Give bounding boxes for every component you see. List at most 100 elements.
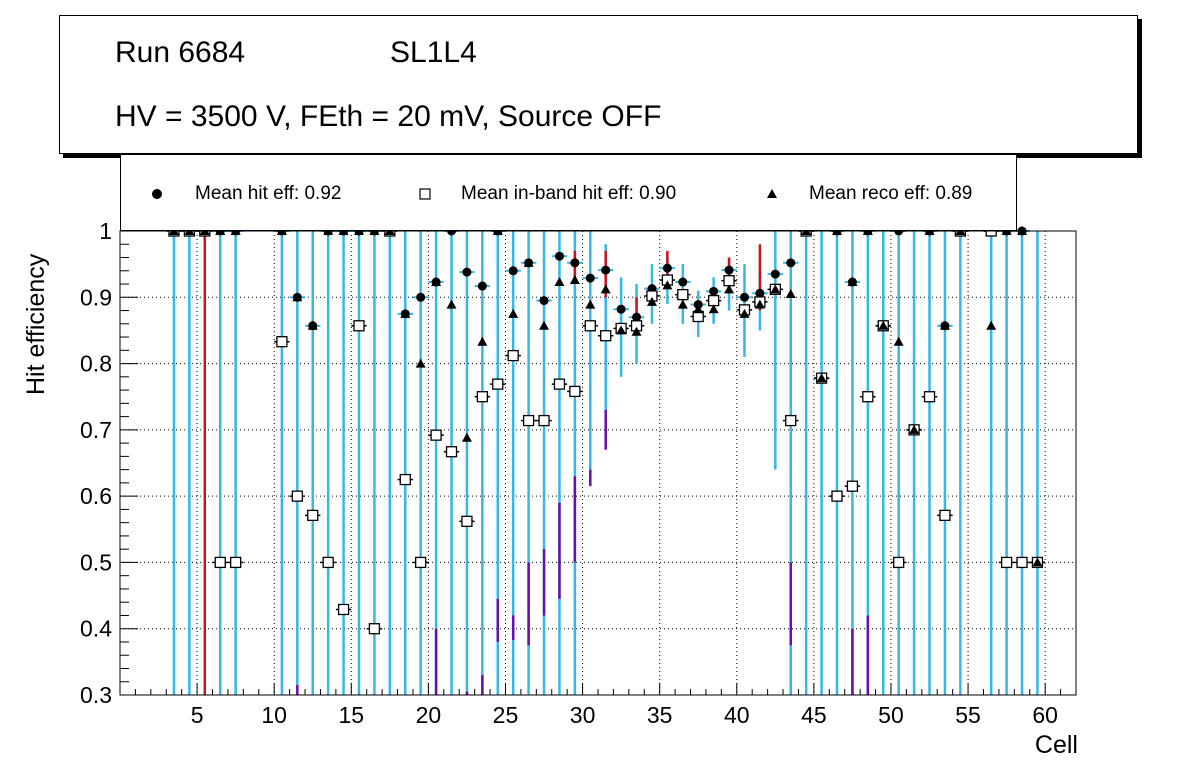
- inband-eff-point: [368, 623, 381, 635]
- plot-frame: [119, 230, 1077, 696]
- inband-eff-point: [1000, 556, 1013, 569]
- inband-eff-point: [785, 414, 797, 427]
- reco-eff-point: [446, 299, 457, 309]
- legend-hit-label: Mean hit eff: 0.92: [195, 183, 342, 204]
- reco-eff-point: [724, 284, 735, 294]
- inband-eff-point: [939, 509, 951, 522]
- reco-eff-point: [600, 284, 611, 294]
- y-tick-label: 1: [99, 218, 112, 244]
- inband-eff-point: [307, 509, 319, 522]
- inband-eff-point: [492, 378, 504, 390]
- reco-eff-point: [631, 326, 642, 336]
- y-tick-label: 0.9: [80, 284, 112, 310]
- legend-square-icon: [419, 188, 431, 200]
- reco-eff-point: [292, 292, 303, 302]
- reco-eff-point: [477, 336, 488, 346]
- reco-eff-point: [939, 320, 950, 330]
- reco-eff-point: [585, 299, 596, 309]
- reco-eff-point: [539, 320, 550, 330]
- inband-eff-point: [337, 603, 350, 616]
- hit-eff-point: [477, 281, 487, 291]
- reco-eff-point: [708, 304, 719, 314]
- reco-eff-point: [616, 325, 627, 335]
- hit-eff-point: [786, 258, 796, 268]
- x-axis-title: Cell: [1034, 731, 1078, 759]
- grid-lines: [120, 230, 1076, 696]
- reco-eff-point: [909, 424, 920, 434]
- axes: 5 10 15 20 25 30 35 40 45 50 55 60 0.3 0.4 0.5 0.6 0.7 0.…: [80, 218, 1077, 728]
- hit-eff-point: [739, 292, 749, 302]
- reco-eff-point: [739, 308, 750, 318]
- x-tick-label: 50: [878, 702, 904, 728]
- hit-eff-point: [709, 286, 719, 296]
- y-tick-label: 0.3: [80, 682, 112, 708]
- inband-eff-point: [322, 556, 334, 569]
- hit-eff-point: [662, 263, 672, 273]
- inband-eff-point: [430, 429, 442, 441]
- legend-reco-label: Mean reco eff: 0.89: [809, 183, 973, 204]
- hit-eff-point: [601, 265, 611, 275]
- run-label: Run 6684: [115, 36, 246, 69]
- reco-eff-point: [785, 288, 796, 298]
- hit-eff-point: [462, 267, 472, 277]
- x-tick-label: 20: [416, 702, 442, 728]
- inband-eff-point: [522, 414, 535, 427]
- reco-eff-point: [754, 299, 765, 309]
- reco-eff-point: [646, 296, 657, 306]
- inband-eff-point: [569, 385, 581, 398]
- reco-eff-point: [693, 304, 704, 314]
- hit-eff-point: [755, 288, 765, 298]
- inband-eff-point: [276, 336, 288, 348]
- reco-eff-point: [523, 257, 534, 267]
- y-tick-label: 0.6: [80, 483, 112, 509]
- reco-eff-point: [461, 432, 472, 442]
- x-tick-label: 45: [801, 702, 827, 728]
- layer-label: SL1L4: [390, 36, 477, 69]
- reco-eff-point: [662, 280, 673, 290]
- inband-eff-point: [1016, 556, 1028, 569]
- hit-eff-point: [539, 296, 549, 306]
- error-bars: [172, 231, 1039, 695]
- inband-eff-point: [538, 414, 550, 427]
- title-box: Run 6684 SL1L4 HV = 3500 V, FEth = 20 mV…: [59, 15, 1138, 154]
- inband-eff-point: [461, 515, 473, 527]
- inband-eff-point: [399, 473, 411, 486]
- x-tick-label: 60: [1032, 702, 1058, 728]
- reco-eff-point: [878, 320, 889, 330]
- hit-eff-point: [585, 273, 595, 283]
- inband-eff-point: [600, 330, 612, 342]
- legend-circle-icon: [152, 189, 162, 199]
- reco-eff-point: [847, 277, 858, 287]
- inband-eff-point: [214, 556, 226, 569]
- reco-eff-point: [508, 308, 519, 318]
- reco-eff-point: [893, 336, 904, 346]
- inband-eff-point: [507, 349, 519, 362]
- reco-eff-point: [307, 320, 318, 330]
- y-axis-title: Hit efficiency: [22, 253, 50, 395]
- inband-eff-point: [476, 391, 489, 403]
- inband-eff-point: [415, 556, 427, 569]
- hit-eff-point: [616, 304, 626, 314]
- reco-eff-point: [554, 277, 565, 287]
- x-tick-label: 40: [724, 702, 750, 728]
- y-tick-label: 0.4: [80, 616, 112, 642]
- x-tick-label: 5: [191, 702, 204, 728]
- hit-eff-point: [770, 269, 780, 279]
- conditions-label: HV = 3500 V, FEth = 20 mV, Source OFF: [115, 100, 662, 133]
- reco-eff-point: [415, 358, 426, 368]
- inband-eff-point: [445, 446, 458, 458]
- hit-eff-point: [416, 292, 426, 302]
- x-tick-label: 30: [570, 702, 596, 728]
- reco-eff-point: [816, 373, 827, 383]
- inband-eff-point: [846, 480, 859, 492]
- inband-eff-point: [229, 556, 242, 569]
- inband-eff-point: [893, 556, 905, 569]
- inband-eff-point: [553, 378, 566, 390]
- hit-eff-point: [554, 251, 564, 261]
- x-tick-label: 15: [338, 702, 364, 728]
- reco-eff-point: [431, 277, 442, 287]
- x-tick-label: 25: [493, 702, 519, 728]
- hit-eff-point: [508, 266, 518, 276]
- hit-eff-point: [632, 312, 642, 322]
